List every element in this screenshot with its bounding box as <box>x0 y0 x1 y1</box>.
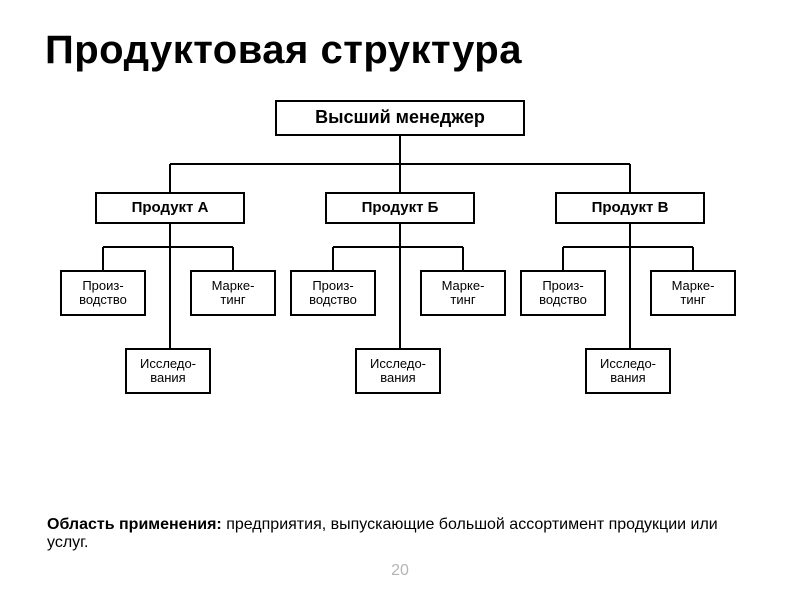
connector-line <box>562 247 564 270</box>
connector-line <box>399 136 401 164</box>
org-product: Продукт Б <box>325 192 475 224</box>
org-product: Продукт В <box>555 192 705 224</box>
connector-line <box>332 247 334 270</box>
connector-line <box>399 224 401 247</box>
org-leaf: Исследо- вания <box>355 348 441 394</box>
connector-line <box>399 164 401 192</box>
org-leaf: Марке- тинг <box>420 270 506 316</box>
connector-line <box>103 246 233 248</box>
slide-title: Продуктовая структура <box>45 28 522 73</box>
org-leaf: Исследо- вания <box>125 348 211 394</box>
org-leaf: Марке- тинг <box>650 270 736 316</box>
org-leaf: Произ- водство <box>520 270 606 316</box>
org-leaf: Произ- водство <box>60 270 146 316</box>
page-number: 20 <box>0 562 800 580</box>
org-root: Высший менеджер <box>275 100 525 136</box>
connector-line <box>629 224 631 247</box>
connector-line <box>692 247 694 270</box>
org-leaf: Исследо- вания <box>585 348 671 394</box>
connector-line <box>169 164 171 192</box>
org-leaf: Произ- водство <box>290 270 376 316</box>
slide: Продуктовая структура Высший менеджер Про… <box>0 0 800 600</box>
org-product: Продукт А <box>95 192 245 224</box>
connector-line <box>333 246 463 248</box>
connector-line <box>169 247 171 348</box>
connector-line <box>629 164 631 192</box>
connector-line <box>462 247 464 270</box>
org-leaf: Марке- тинг <box>190 270 276 316</box>
connector-line <box>232 247 234 270</box>
connector-line <box>563 246 693 248</box>
connector-line <box>629 247 631 348</box>
connector-line <box>102 247 104 270</box>
footer-text: Область применения: предприятия, выпуска… <box>47 516 753 552</box>
connector-line <box>169 224 171 247</box>
connector-line <box>399 247 401 348</box>
footer-label: Область применения: <box>47 516 222 533</box>
